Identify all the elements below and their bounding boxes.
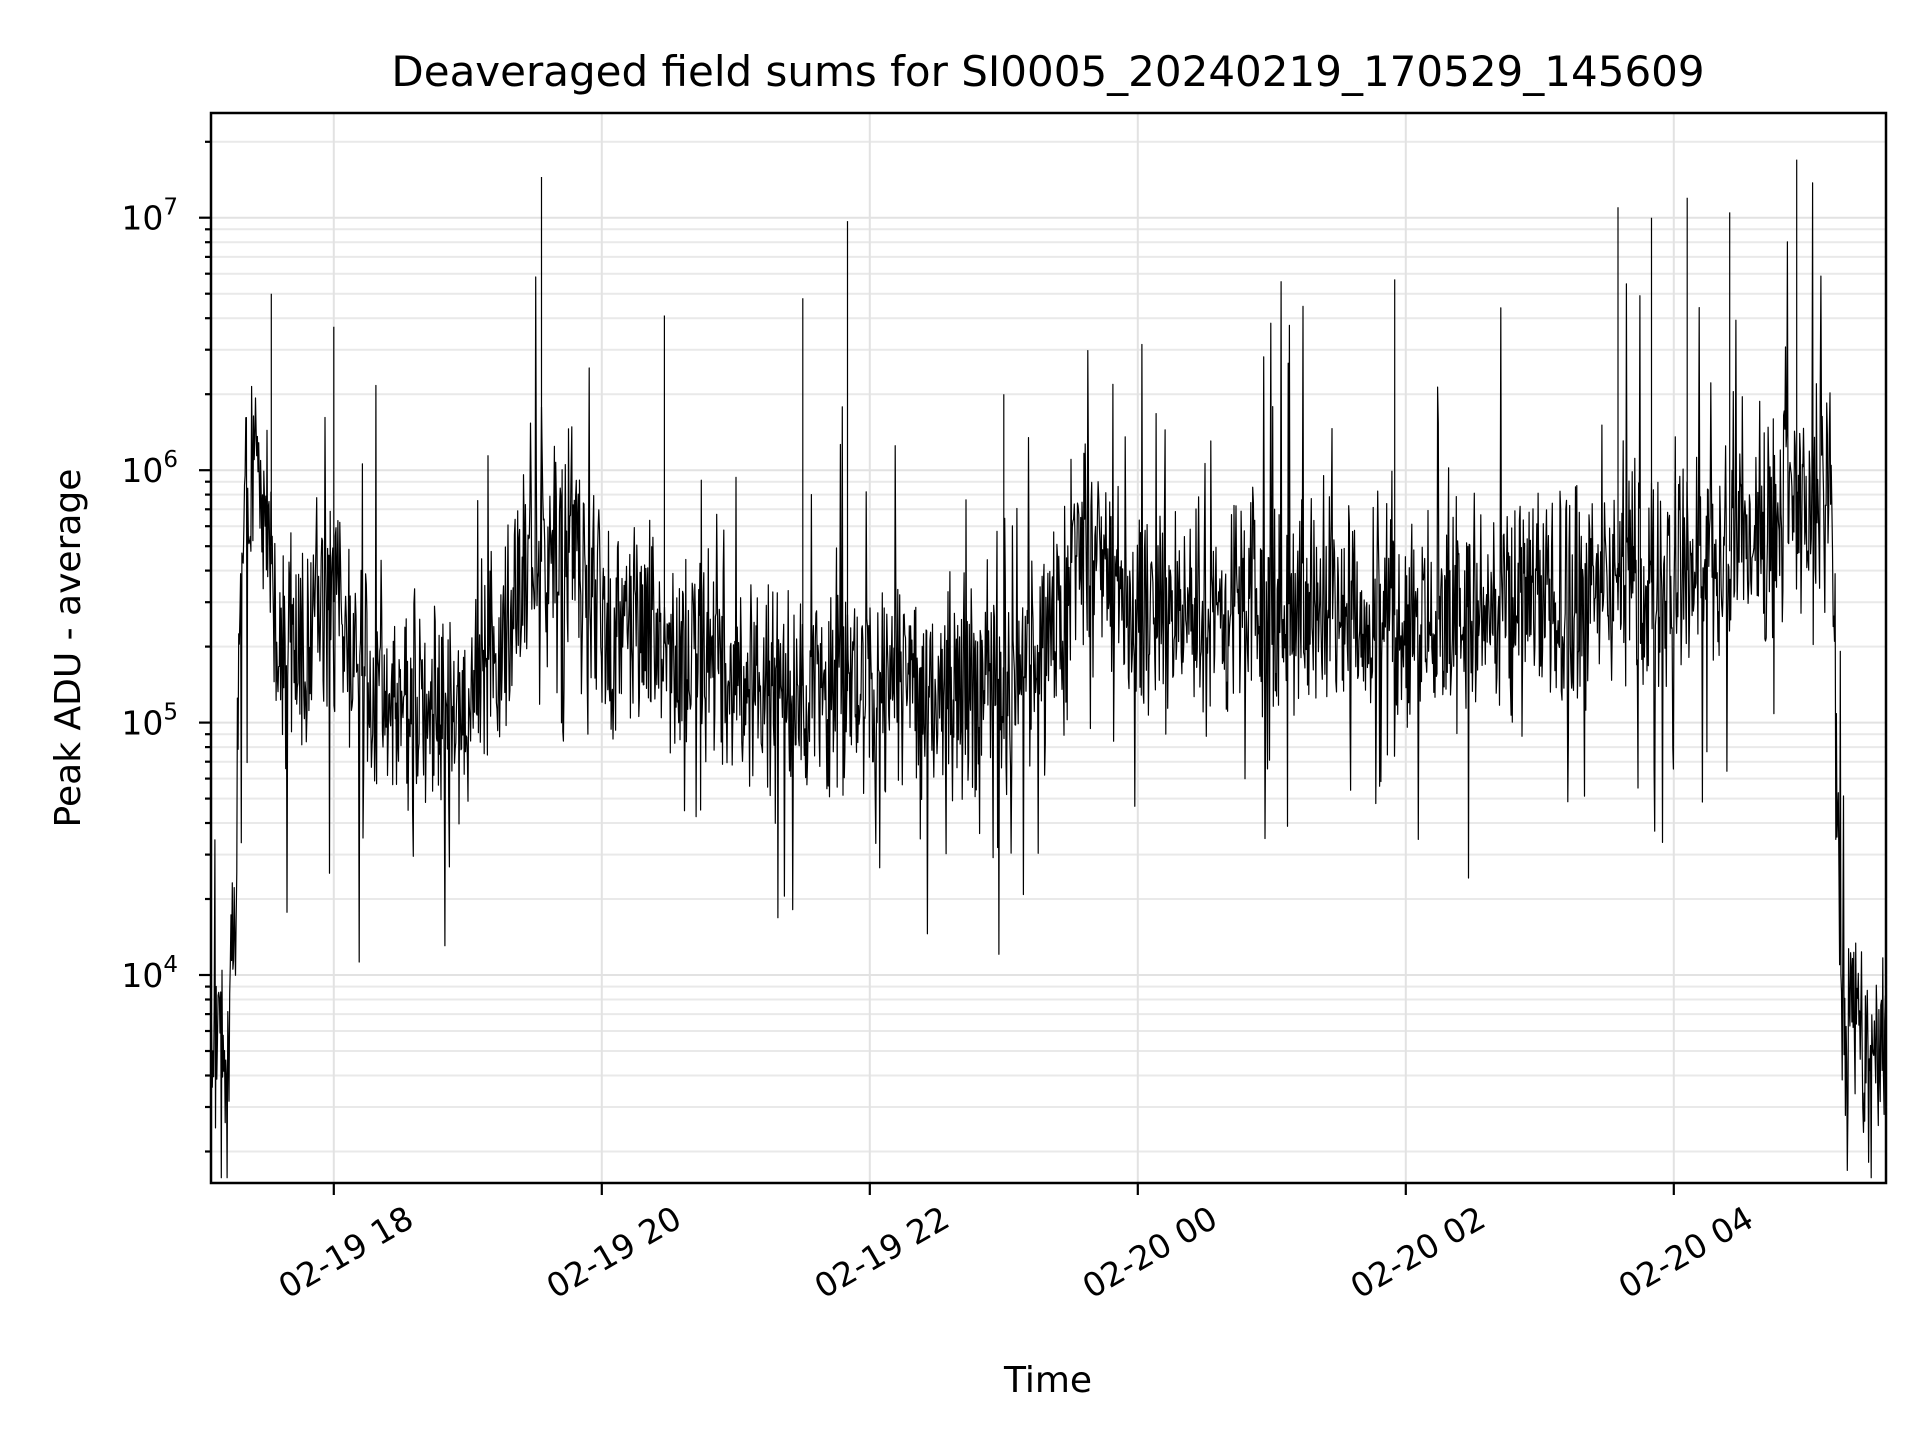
data-series xyxy=(210,159,1887,1179)
plot-frame xyxy=(209,111,1888,1185)
y-axis-label: Peak ADU - average xyxy=(48,469,89,828)
y-tick-label: 105 xyxy=(121,700,178,743)
chart-title: Deaveraged field sums for SI0005_2024021… xyxy=(391,47,1704,96)
grid-lines xyxy=(211,113,1886,1183)
data-line xyxy=(210,182,1887,1179)
x-axis-label: Time xyxy=(1003,1360,1092,1401)
y-tick-label: 104 xyxy=(121,952,178,995)
y-tick-label: 106 xyxy=(121,447,178,490)
y-tick-label: 107 xyxy=(121,195,178,238)
